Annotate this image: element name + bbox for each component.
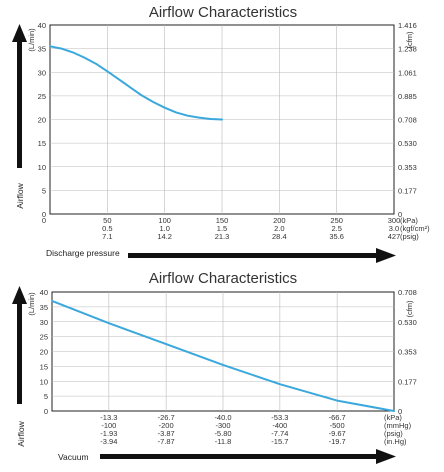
chart-discharge-pressure: Airflow Characteristics 0 5 10 15 20 25 30 35 40… <box>12 4 431 263</box>
chart2-xtick-label: -15.7 <box>271 437 288 446</box>
chart2-y2tick-label: 0.708 <box>398 288 417 297</box>
chart2-xtick-label: -7.74 <box>271 429 288 438</box>
chart1-xtick-label: 1.0 <box>159 224 169 233</box>
chart2-xtick-label: -3.94 <box>100 437 117 446</box>
chart1-y2tick-label: 1.061 <box>398 68 417 77</box>
chart2-svg: Airflow Characteristics 0 5 10 15 20 25 30 35 40… <box>12 270 417 464</box>
chart1-xtick-label: 200 <box>273 216 286 225</box>
chart2-ytick-label: 0 <box>44 407 48 416</box>
chart2-xtick-label: -9.67 <box>329 429 346 438</box>
chart1-xtick-label: 300 <box>388 216 401 225</box>
chart1-y2tick-label: 0 <box>398 210 402 219</box>
chart1-title: Airflow Characteristics <box>149 4 297 21</box>
chart1-xunit-label: (kgf/cm²) <box>400 224 430 233</box>
chart1-y2tick-label: 0.177 <box>398 186 417 195</box>
chart2-xtick-label: -13.3 <box>100 413 117 422</box>
chart1-y2tick-label: 0.353 <box>398 163 417 172</box>
chart2-series-line <box>51 299 395 412</box>
chart2-ytick-label: 15 <box>40 362 48 371</box>
chart1-xtick-label: 28.4 <box>272 232 287 241</box>
chart1-xtick-label: 35.6 <box>329 232 344 241</box>
chart2-ylabel: Airflow <box>16 420 26 446</box>
chart2-xtick-label: -19.7 <box>329 437 346 446</box>
chart2-ylabel-unit: (L/min) <box>27 292 36 316</box>
chart2-ytick-label: 25 <box>40 333 48 342</box>
chart2-xtick-label: -53.3 <box>271 413 288 422</box>
chart2-xtick-label: -26.7 <box>158 413 175 422</box>
chart1-ylabel-unit: (L/min) <box>27 28 36 52</box>
chart2-xtick-label: -7.87 <box>158 437 175 446</box>
chart1-ytick-label: 35 <box>38 45 46 54</box>
chart-vacuum: Airflow Characteristics 0 5 10 15 20 25 30 35 40… <box>0 264 444 472</box>
chart1-y2tick-label: 0.885 <box>398 92 417 101</box>
chart1-xtick-label: 21.3 <box>215 232 230 241</box>
chart1-xtick-label: 3.0 <box>389 224 399 233</box>
chart2-ytick-label: 10 <box>40 377 48 386</box>
chart1-y2label-unit: (cfm) <box>405 31 414 49</box>
chart2-ytick-label: 30 <box>40 318 48 327</box>
chart2-xunit-label: (kPa) <box>384 413 402 422</box>
chart1-y2tick-label: 0.530 <box>398 139 417 148</box>
chart1-xlabel: Discharge pressure <box>46 248 120 258</box>
chart1-xtick-label: 150 <box>216 216 229 225</box>
chart1-series-line <box>49 45 223 121</box>
chart2-ytick-label: 5 <box>44 392 48 401</box>
chart2-y2tick-label: 0 <box>398 407 402 416</box>
chart1-xunit-label: (kPa) <box>400 216 418 225</box>
chart1-ytick-label: 5 <box>42 186 46 195</box>
chart2-xlabel: Vacuum <box>58 452 89 462</box>
chart2-y2tick-label: 0.530 <box>398 318 417 327</box>
chart1-ytick-label: 10 <box>38 163 46 172</box>
chart2-y2label-unit: (cfm) <box>405 300 414 318</box>
chart2-xunit-label: (in.Hg) <box>384 437 407 446</box>
chart2-x-arrow <box>100 449 396 464</box>
chart2-ytick-label: 20 <box>40 348 48 357</box>
chart1-y2tick-label: 1.416 <box>398 21 417 30</box>
chart1-xtick-label: 0.5 <box>102 224 112 233</box>
chart2-ytick-label: 40 <box>40 288 48 297</box>
chart1-y2tick-label: 1.238 <box>398 45 417 54</box>
chart2-xtick-label: -1.93 <box>100 429 117 438</box>
chart2-xtick-label: -500 <box>330 421 345 430</box>
chart1-y-arrow <box>12 24 27 168</box>
chart1-xtick-label: 100 <box>158 216 171 225</box>
chart1-xunit-label: (psig) <box>400 232 419 241</box>
chart2-xtick-label: -300 <box>215 421 230 430</box>
chart1-y2tick-label: 0.708 <box>398 116 417 125</box>
chart2-xtick-label: -11.8 <box>215 437 232 446</box>
chart1-x-arrow <box>128 248 396 263</box>
chart1-ytick-label: 20 <box>38 116 46 125</box>
chart2-title: Airflow Characteristics <box>149 270 297 287</box>
chart2-y-arrow <box>12 286 27 404</box>
chart1-ytick-label: 15 <box>38 139 46 148</box>
chart1-xtick-label: 250 <box>330 216 343 225</box>
chart2-xunit-label: (mmHg) <box>384 421 412 430</box>
chart1-xtick-label: 2.0 <box>274 224 284 233</box>
chart1-xtick-label: 2.5 <box>331 224 341 233</box>
chart1-xtick-label: 7.1 <box>102 232 112 241</box>
chart1-ytick-label: 0 <box>42 210 46 219</box>
chart2-ytick-label: 35 <box>40 303 48 312</box>
chart2-xunit-label: (psig) <box>384 429 403 438</box>
chart2-xtick-label: -400 <box>272 421 287 430</box>
chart1-xtick-label: 0 <box>42 216 46 225</box>
chart1-ytick-label: 40 <box>38 21 46 30</box>
chart1-svg: Airflow Characteristics 0 5 10 15 20 25 30 35 40… <box>12 4 430 263</box>
chart1-xtick-label: 1.5 <box>217 224 227 233</box>
chart1-ytick-label: 25 <box>38 92 46 101</box>
chart2-xtick-label: -100 <box>101 421 116 430</box>
chart1-xtick-label: 14.2 <box>157 232 172 241</box>
chart1-ylabel: Airflow <box>15 182 25 208</box>
chart2-xtick-label: -3.87 <box>158 429 175 438</box>
chart2-y2tick-label: 0.177 <box>398 377 417 386</box>
chart2-xtick-label: -40.0 <box>214 413 231 422</box>
chart1-xtick-label: 50 <box>103 216 111 225</box>
chart2-y2tick-label: 0.353 <box>398 348 417 357</box>
chart2-xtick-label: -200 <box>159 421 174 430</box>
chart1-xtick-label: 427 <box>388 232 401 241</box>
chart1-ytick-label: 30 <box>38 68 46 77</box>
chart2-xtick-label: -5.80 <box>214 429 231 438</box>
chart2-xtick-label: -66.7 <box>329 413 346 422</box>
